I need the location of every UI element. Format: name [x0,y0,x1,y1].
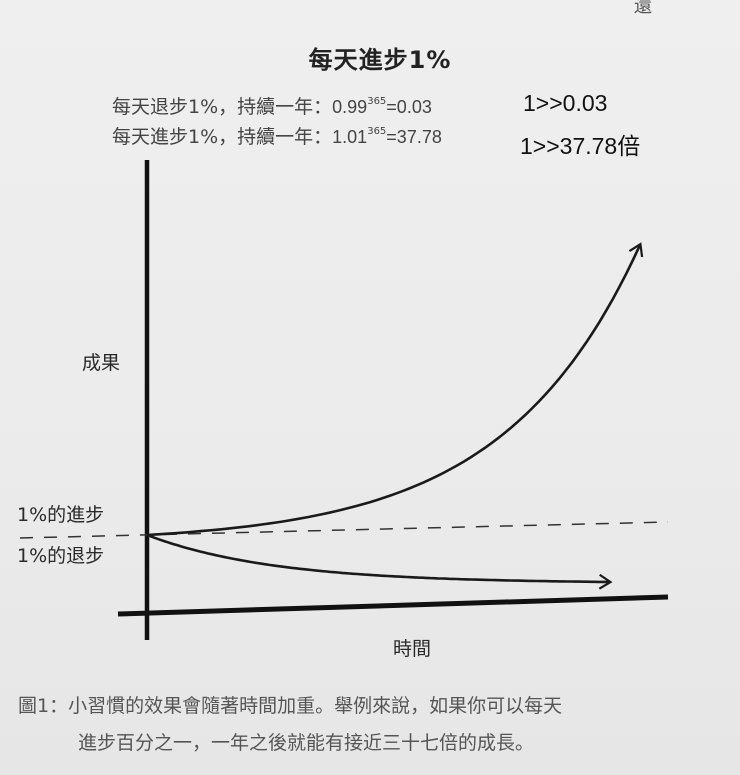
regress-curve [146,533,613,590]
formula-regress-result: =0.03 [386,97,432,117]
handwritten-result-regress: 1>>0.03 [523,90,608,116]
formula-progress-exponent: 365 [367,126,387,137]
formula-progress-prefix: 每天進步1%，持續一年： [112,126,333,148]
formula-regress-exponent: 365 [367,96,387,107]
x-axis [117,594,669,617]
formula-regress: 每天退步1%，持續一年：0.99365=0.03 [112,92,432,119]
figure-caption: 圖1：小習慣的效果會隨著時間加重。舉例來說，如果你可以每天 進步百分之一，一年之… [18,688,562,762]
regress-baseline-label: 1%的退步 [17,545,105,567]
formula-progress-base: 1.01 [332,127,368,147]
formula-regress-base: 0.99 [332,97,368,117]
caption-line-1: 圖1：小習慣的效果會隨著時間加重。舉例來說，如果你可以每天 [18,695,563,717]
handwritten-result-progress: 1>>37.78倍 [520,133,641,159]
chart-title: 每天進步1% [308,46,452,74]
corner-text: 還 [634,0,652,17]
caption-line-2: 進步百分之一，一年之後就能有接近三十七倍的成長。 [78,732,535,754]
formula-progress: 每天進步1%，持續一年：1.01365=37.78 [112,122,442,149]
y-axis-label: 成果 [82,352,121,374]
progress-baseline-label: 1%的進步 [17,504,105,526]
formula-regress-prefix: 每天退步1%，持續一年： [112,96,333,118]
formula-progress-result: =37.78 [386,127,442,147]
baseline-dashed [19,521,669,539]
progress-curve [146,242,644,537]
x-axis-label: 時間 [393,638,432,660]
